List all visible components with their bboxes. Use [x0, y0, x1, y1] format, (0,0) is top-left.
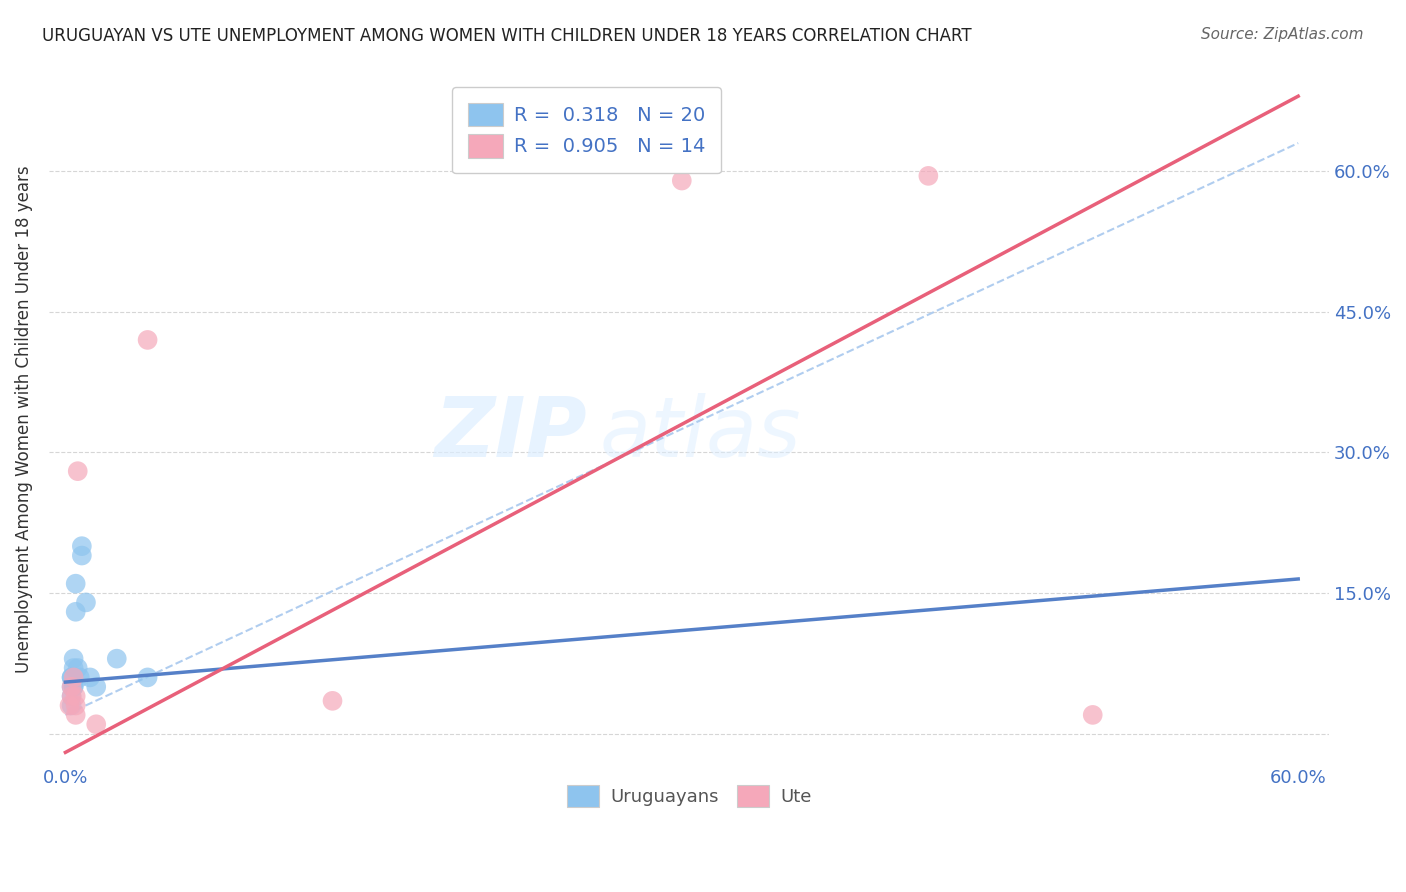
Point	[62, 680, 84, 694]
Point	[917, 169, 939, 183]
Point	[62, 670, 84, 684]
Text: ZIP: ZIP	[434, 392, 586, 474]
Point	[75, 595, 97, 609]
Point	[60, 670, 83, 684]
Point	[62, 661, 84, 675]
Point	[671, 173, 693, 187]
Point	[1081, 707, 1104, 722]
Point	[321, 694, 343, 708]
Point	[105, 651, 128, 665]
Point	[66, 661, 89, 675]
Point	[62, 680, 84, 694]
Point	[70, 549, 93, 563]
Text: Source: ZipAtlas.com: Source: ZipAtlas.com	[1201, 27, 1364, 42]
Point	[65, 689, 87, 703]
Point	[70, 539, 93, 553]
Point	[136, 333, 159, 347]
Point	[60, 689, 83, 703]
Point	[60, 698, 83, 713]
Point	[69, 670, 91, 684]
Point	[60, 680, 83, 694]
Point	[65, 707, 87, 722]
Point	[58, 698, 80, 713]
Point	[62, 651, 84, 665]
Point	[136, 670, 159, 684]
Point	[65, 576, 87, 591]
Point	[60, 670, 83, 684]
Point	[66, 464, 89, 478]
Text: atlas: atlas	[599, 392, 801, 474]
Point	[60, 680, 83, 694]
Text: URUGUAYAN VS UTE UNEMPLOYMENT AMONG WOMEN WITH CHILDREN UNDER 18 YEARS CORRELATI: URUGUAYAN VS UTE UNEMPLOYMENT AMONG WOME…	[42, 27, 972, 45]
Point	[84, 680, 107, 694]
Point	[79, 670, 101, 684]
Point	[84, 717, 107, 731]
Point	[60, 689, 83, 703]
Y-axis label: Unemployment Among Women with Children Under 18 years: Unemployment Among Women with Children U…	[15, 166, 32, 673]
Legend: Uruguayans, Ute: Uruguayans, Ute	[560, 778, 818, 814]
Point	[65, 605, 87, 619]
Point	[65, 698, 87, 713]
